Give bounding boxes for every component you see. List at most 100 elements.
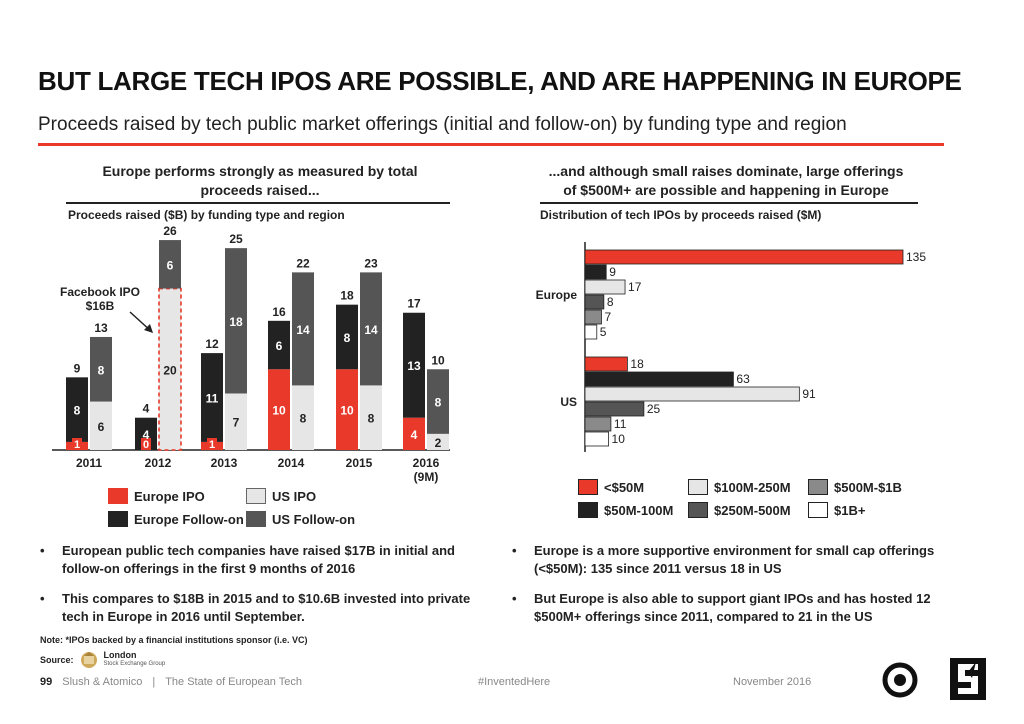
atomico-logo-icon: [950, 658, 986, 700]
legend-label: Europe Follow-on: [134, 511, 244, 527]
label-us-followon: 18: [229, 315, 243, 329]
label-europe-followon: 6: [276, 339, 283, 353]
label-us-ipo: 6: [98, 420, 105, 434]
label-us-followon: 8: [435, 396, 442, 410]
right-panel-rule: [540, 202, 918, 204]
total-europe: 18: [340, 289, 354, 303]
bar-europe-size-3: [584, 294, 605, 310]
right-heading-line-2: of $500M+ are possible and happening in …: [563, 182, 889, 198]
footer-date: November 2016: [733, 676, 812, 688]
x-tick-label: 2012: [145, 456, 172, 470]
legend-europe-followon: Europe Follow-on: [108, 511, 244, 527]
bar-europe-ipo: [403, 417, 425, 450]
left-heading-line-2: proceeds raised...: [200, 182, 320, 198]
legend-us-ipo: US IPO: [246, 488, 316, 504]
proceeds-stacked-bar-chart: 1868913201104206426201211171812252013106…: [52, 224, 450, 484]
total-europe: 9: [74, 361, 81, 375]
facebook-annotation-line-1: Facebook IPO: [60, 285, 140, 299]
label-europe-followon: 11: [206, 392, 219, 406]
lse-logo-name: London: [103, 650, 137, 660]
legend-swatch: [688, 479, 708, 495]
value-label: 135: [906, 250, 926, 264]
bar-europe-followon: [66, 377, 88, 442]
total-europe: 16: [272, 305, 286, 319]
value-label: 8: [607, 295, 614, 309]
legend-swatch: [578, 502, 598, 518]
page-subtitle: Proceeds raised by tech public market of…: [38, 114, 847, 135]
page-number: 99: [40, 676, 53, 688]
bar-us-size-2: [584, 386, 800, 402]
label-us-followon: 8: [98, 363, 105, 377]
bar-us-followon: [90, 336, 112, 402]
label-us-followon: 14: [296, 323, 310, 337]
label-europe-ipo: 1: [209, 439, 215, 451]
value-label: 5: [600, 325, 607, 339]
bar-us-size-4: [584, 416, 612, 432]
legend-label: $50M-100M: [604, 502, 674, 518]
legend-us-followon: US Follow-on: [246, 511, 355, 527]
label-europe-followon: 13: [407, 359, 421, 373]
total-europe: 12: [205, 337, 219, 351]
value-label: 18: [630, 357, 644, 371]
label-us-followon: 14: [364, 323, 378, 337]
label-europe-followon: 4: [143, 428, 150, 442]
bar-europe-ipo: [336, 369, 358, 450]
legend-swatch-us-ipo: [246, 488, 266, 504]
legend-label: <$50M: [604, 479, 645, 495]
label-europe-ipo-badge: [207, 438, 217, 450]
x-tick-label: 2014: [278, 456, 305, 470]
right-chart-legend: <$50M $100M-250M $500M-$1B $50M-100M $250M-5…: [578, 479, 938, 525]
source-line: Source: London Stock Exchange Group: [40, 650, 165, 670]
bar-europe-followon: [135, 417, 157, 450]
legend-europe-ipo: Europe IPO: [108, 488, 205, 504]
legend-swatch: [688, 502, 708, 518]
bar-us-size-0: [584, 356, 628, 372]
label-europe-followon: 8: [74, 404, 81, 418]
bullet-item: • Europe is a more supportive environmen…: [512, 542, 952, 578]
legend-swatch-europe-ipo: [108, 488, 128, 504]
bar-us-followon: [225, 248, 247, 394]
footnote: Note: *IPOs backed by a financial instit…: [40, 635, 308, 645]
value-label: 25: [647, 402, 661, 416]
group-label-europe: Europe: [536, 288, 578, 302]
right-panel-subheading: Distribution of tech IPOs by proceeds ra…: [540, 208, 822, 222]
bar-europe-size-2: [584, 279, 626, 295]
label-europe-ipo: 1: [74, 439, 80, 451]
total-us: 25: [229, 232, 243, 246]
bullet-item: • But Europe is also able to support gia…: [512, 590, 952, 626]
value-label: 17: [628, 280, 642, 294]
bar-us-ipo: [360, 385, 382, 450]
bar-us-followon: [292, 272, 314, 386]
bar-us-ipo: [90, 401, 112, 450]
total-us: 22: [296, 256, 310, 270]
value-label: 11: [614, 417, 627, 431]
legend-label: $250M-500M: [714, 502, 791, 518]
bar-us-followon: [360, 272, 382, 386]
footer-separator: |: [152, 676, 156, 688]
legend-swatch: [808, 502, 828, 518]
bullet-item: • This compares to $18B in 2015 and to $…: [40, 590, 480, 626]
lse-logo: London Stock Exchange Group: [104, 651, 166, 669]
group-label-us: US: [560, 395, 577, 409]
legend-item-size: <$50M: [578, 479, 644, 495]
legend-label: Europe IPO: [134, 488, 205, 504]
right-heading-line-1: ...and although small raises dominate, l…: [548, 163, 904, 179]
footer-hashtag: #InventedHere: [478, 676, 551, 688]
label-us-followon: 6: [167, 258, 174, 272]
label-europe-ipo: 10: [272, 404, 286, 418]
label-europe-followon: 8: [344, 331, 351, 345]
value-label: 10: [612, 432, 626, 446]
left-panel-subheading: Proceeds raised ($B) by funding type and…: [68, 208, 345, 222]
legend-label: US IPO: [272, 488, 317, 504]
total-us: 13: [94, 321, 108, 335]
footer-publisher: Slush & Atomico: [62, 676, 143, 688]
x-tick-label: (9M): [414, 470, 439, 484]
label-us-ipo: 2: [435, 436, 442, 450]
value-label: 63: [736, 372, 750, 386]
legend-swatch: [578, 479, 598, 495]
bar-europe-size-0: [584, 249, 904, 265]
page-title: BUT LARGE TECH IPOS ARE POSSIBLE, AND AR…: [38, 66, 962, 96]
label-us-ipo: 8: [300, 412, 307, 426]
total-us: 23: [364, 256, 378, 270]
